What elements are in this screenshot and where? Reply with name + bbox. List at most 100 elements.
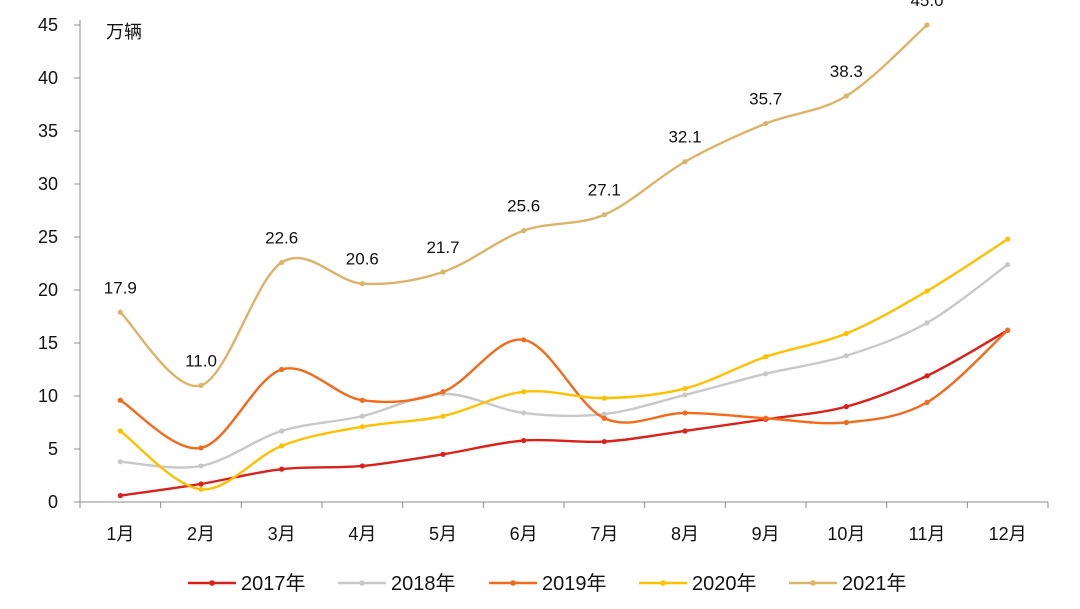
data-point <box>843 353 849 359</box>
data-label: 27.1 <box>588 181 621 200</box>
data-point <box>279 366 285 373</box>
data-point <box>521 337 527 343</box>
data-label: 25.6 <box>507 197 540 216</box>
legend-item: 2017年 <box>188 572 306 595</box>
data-point <box>117 493 123 499</box>
data-point <box>924 22 930 28</box>
data-point <box>359 413 365 419</box>
y-tick-label: 25 <box>38 227 58 247</box>
series-2018年 <box>117 261 1011 469</box>
y-tick-label: 0 <box>48 492 58 512</box>
data-point <box>601 411 607 417</box>
data-point <box>198 486 204 492</box>
data-point <box>359 463 365 469</box>
data-point <box>924 320 930 326</box>
legend-marker <box>209 580 215 586</box>
legend-label: 2020年 <box>692 572 757 595</box>
legend-marker <box>810 580 816 586</box>
data-point <box>117 397 123 403</box>
series-line <box>119 238 1009 491</box>
series-2019年 <box>117 327 1011 451</box>
data-point <box>601 415 607 421</box>
legend-marker <box>510 580 516 586</box>
chart-legend: 2017年 2018年 2019年 2020年 2021年 <box>188 572 907 595</box>
data-point <box>440 389 446 395</box>
data-point <box>198 463 204 469</box>
y-tick-label: 40 <box>38 68 58 88</box>
x-tick-label: 6月 <box>510 524 538 544</box>
legend-label: 2018年 <box>391 572 456 595</box>
data-point <box>198 382 204 388</box>
data-point <box>682 159 688 165</box>
x-tick-label: 2月 <box>187 524 215 544</box>
x-tick-label: 11月 <box>909 524 946 544</box>
data-label: 21.7 <box>426 238 459 257</box>
data-point <box>279 466 285 472</box>
x-tick-label: 3月 <box>268 524 296 544</box>
legend-marker <box>660 580 666 586</box>
data-point <box>521 437 527 444</box>
data-point <box>521 228 527 234</box>
data-point <box>117 428 123 434</box>
y-tick-label: 45 <box>38 15 58 35</box>
data-point <box>198 481 204 487</box>
y-tick-label: 10 <box>38 386 58 406</box>
data-label: 35.7 <box>749 90 782 109</box>
data-label: 11.0 <box>185 351 217 370</box>
series-line <box>120 329 1009 497</box>
data-point <box>924 373 930 379</box>
data-point <box>601 395 607 401</box>
data-point <box>440 269 446 275</box>
data-point <box>763 415 769 421</box>
series-2021年 <box>117 22 930 388</box>
data-label: 17.9 <box>104 278 137 297</box>
series-line <box>119 329 1009 450</box>
series-line <box>119 24 928 388</box>
data-point <box>682 428 688 434</box>
data-point <box>359 281 365 287</box>
data-point <box>1005 327 1011 333</box>
legend-item: 2020年 <box>639 572 757 595</box>
data-point <box>279 443 285 449</box>
data-point <box>359 397 365 403</box>
x-tick-label: 1月 <box>106 524 134 544</box>
chart-axes: 0 5 10 15 20 25 30 35 40 45 1月 2月 3月 4月 5月 6月 7月 8月 9月 10月 1… <box>38 15 1049 544</box>
data-point <box>1005 236 1011 242</box>
chart-data-labels: 17.9 11.0 22.6 20.6 21.7 25.6 27.1 32.1 35.7 38.3… <box>104 0 944 370</box>
data-point <box>682 392 688 398</box>
data-point <box>843 419 849 426</box>
data-point <box>1005 261 1011 268</box>
data-point <box>763 371 769 377</box>
series-2020年 <box>117 236 1011 492</box>
data-point <box>601 438 607 445</box>
data-point <box>440 451 446 457</box>
data-label: 22.6 <box>265 228 298 247</box>
legend-label: 2019年 <box>542 572 607 595</box>
y-tick-label: 15 <box>38 333 58 353</box>
legend-marker <box>359 580 365 586</box>
legend-item: 2018年 <box>338 572 456 595</box>
data-label: 20.6 <box>346 250 379 269</box>
data-label: 38.3 <box>830 62 863 81</box>
data-point <box>843 404 849 410</box>
x-tick-label: 9月 <box>752 524 780 544</box>
data-point <box>763 354 769 360</box>
x-tick-label: 8月 <box>671 524 699 544</box>
data-point <box>763 120 769 127</box>
data-point <box>682 385 688 392</box>
y-tick-label: 30 <box>38 174 58 194</box>
data-label: 45.0 <box>910 0 943 10</box>
data-point <box>843 330 849 337</box>
y-tick-label: 35 <box>38 121 58 141</box>
data-point <box>843 93 849 99</box>
series-2017年 <box>117 327 1011 499</box>
y-tick-label: 5 <box>48 439 58 459</box>
y-tick-label: 20 <box>38 280 58 300</box>
data-point <box>924 288 930 294</box>
series-line <box>120 263 1009 469</box>
data-point <box>117 309 123 315</box>
data-point <box>521 389 527 395</box>
data-point <box>521 410 527 416</box>
data-point <box>117 459 123 465</box>
data-point <box>924 399 930 405</box>
